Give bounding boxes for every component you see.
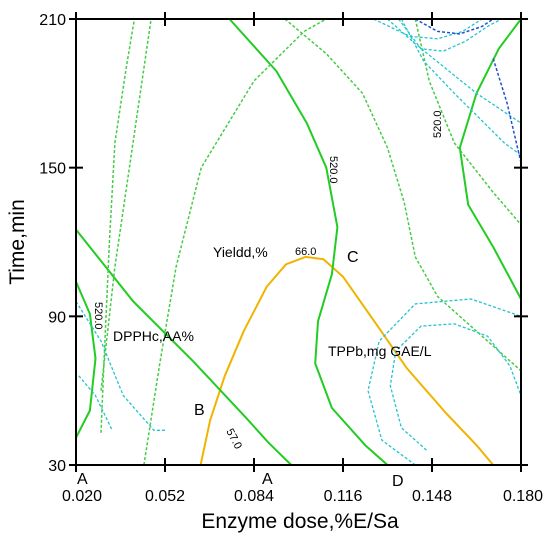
contour-line-orange-0 [199,255,494,466]
contour-line-cyan-dashed-17 [78,375,113,431]
contour-line-green-solid-4 [458,18,522,300]
yield-label: Yieldd,% [213,244,268,260]
contour-line-green-solid-1 [75,228,292,466]
y-tick-label: 210 [39,12,66,29]
y-tick-label: 30 [48,458,66,475]
x-tick-label: 0.180 [503,488,543,505]
contour-line-green-solid-2 [75,281,97,439]
contour-line-green-solid-3 [228,18,389,466]
contour-label-yield-57: 57.0 [223,427,244,452]
contour-lines [75,18,522,466]
contour-line-cyan-dashed-15 [373,18,483,40]
axis-ticks: 0.020 0.052 0.084 0.116 0.148 0.180 30 90 150 210 [39,12,543,505]
dpph-label: DPPHc,AA% [113,328,194,344]
contour-line-cyan-dashed-10 [389,323,522,451]
contour-label-yield-66: 66.0 [295,246,316,258]
plot-frame [75,18,522,466]
contour-line-blue-dashed-19 [492,58,522,163]
x-tick-label: 0.148 [412,488,452,505]
x-tick-label: 0.116 [324,488,363,505]
contour-line-cyan-dashed-13 [387,18,522,124]
y-tick-label: 150 [39,161,66,178]
contour-line-green-dashed-7 [143,18,327,466]
contour-line-cyan-dashed-11 [367,298,522,466]
x-tick-label: 0.052 [145,488,185,505]
contour-line-cyan-dashed-12 [400,18,522,156]
point-d-label: D [392,473,404,490]
x-tick-label: 0.084 [234,488,274,505]
contour-line-green-dashed-5 [100,18,136,433]
tpp-label: TPPb,mg GAE/L [328,343,432,359]
point-b-label: B [194,402,205,419]
contour-line-green-dashed-8 [284,18,522,372]
contour-label-tpp-520-left: 520.0 [92,302,104,330]
contour-line-green-dashed-9 [414,18,522,226]
contour-line-green-dashed-6 [100,18,152,391]
contour-label-tpp-520-right: 520.0 [432,110,444,138]
contour-line-cyan-dashed-14 [398,18,502,52]
point-a-mid-label: A [262,471,273,488]
point-a-left-label: A [77,471,88,488]
point-c-label: C [347,249,359,266]
y-axis-title: Time,min [6,199,29,285]
contour-line-blue-dashed-18 [414,18,494,35]
y-tick-label: 90 [48,309,66,326]
contour-line-cyan-dashed-16 [75,301,165,431]
x-axis-title: Enzyme dose,%E/Sa [201,510,399,533]
x-tick-label: 0.020 [62,488,102,505]
contour-label-tpp-520-center: 520.0 [327,156,339,184]
